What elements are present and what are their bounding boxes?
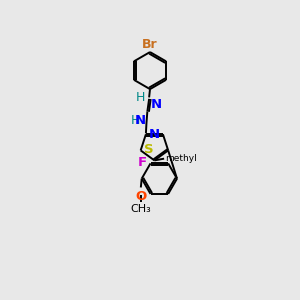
Text: N: N (148, 128, 160, 141)
Text: N: N (151, 98, 162, 111)
Text: H: H (131, 114, 140, 127)
Text: Br: Br (142, 38, 158, 51)
Text: F: F (138, 156, 147, 169)
Text: O: O (135, 190, 146, 202)
Text: N: N (135, 114, 146, 127)
Text: H: H (136, 92, 145, 104)
Text: methyl: methyl (165, 154, 197, 163)
Text: CH₃: CH₃ (130, 204, 151, 214)
Text: S: S (144, 142, 154, 155)
